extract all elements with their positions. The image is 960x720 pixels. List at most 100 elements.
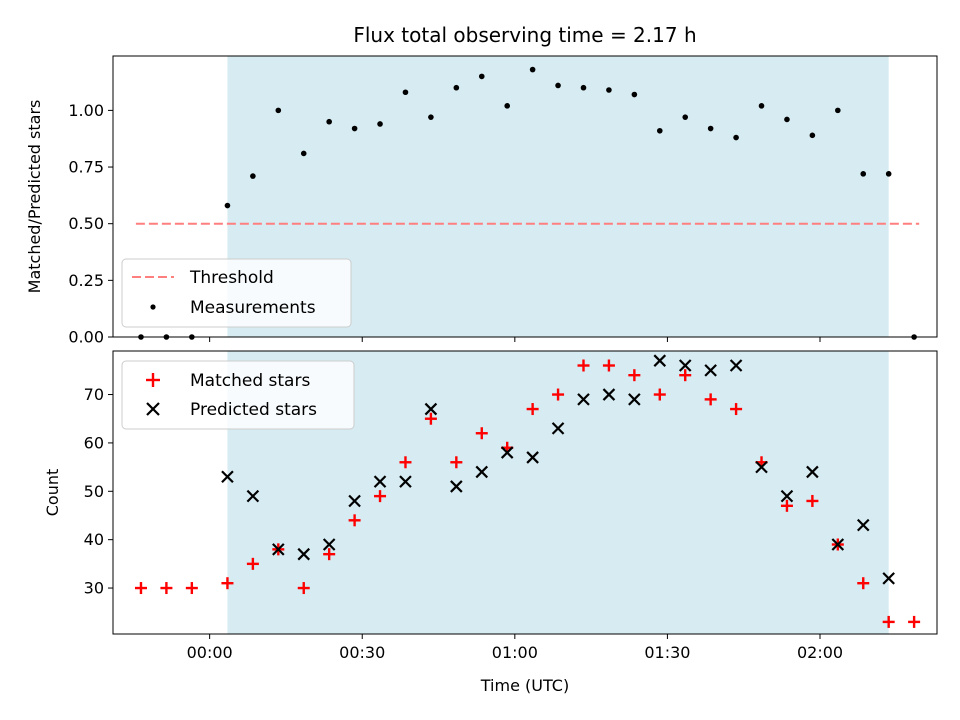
bottom-y-axis-label: Count [43, 469, 62, 517]
predicted-star-point [221, 470, 234, 484]
legend-measurements-label: Measurements [190, 298, 316, 318]
top-x-tick-marks [209, 337, 821, 342]
matched-star-point [679, 369, 692, 382]
matched-star-point [653, 388, 666, 401]
top-axes-frame [112, 55, 938, 338]
bottom-x-ticks: 00:00 00:30 01:00 01:30 02:00 [187, 634, 843, 662]
measurement-point [682, 114, 689, 120]
measurement-point [580, 84, 587, 91]
legend-predicted-swatch [146, 402, 160, 416]
measurement-point [835, 107, 841, 114]
matched-star-point [160, 582, 173, 595]
predicted-star-point [500, 446, 514, 459]
top-y-tick-label: 0.50 [68, 214, 104, 233]
matched-star-point [185, 582, 198, 595]
measurement-point [250, 173, 256, 179]
bottom-legend: Matched stars Predicted stars [121, 360, 355, 430]
measurement-point [733, 134, 739, 141]
matched-star-point [348, 514, 361, 527]
bottom-y-tick-label: 60 [84, 433, 104, 452]
predicted-star-point [678, 359, 692, 372]
measurement-point [555, 82, 561, 89]
predicted-star-point [399, 475, 412, 488]
legend-matched-label: Matched stars [190, 371, 310, 391]
legend-matched-swatch [146, 373, 160, 387]
measurement-point [504, 103, 510, 109]
top-y-tick-label: 0.25 [68, 271, 104, 290]
predicted-star-point [856, 518, 870, 532]
measurement-point [377, 121, 383, 127]
matched-star-point [424, 412, 437, 425]
matched-star-point [857, 577, 870, 590]
measurement-point [758, 103, 765, 109]
predicted-star-point [806, 465, 819, 479]
matched-star-point [552, 388, 565, 401]
matched-star-point [399, 456, 412, 469]
predicted-star-point [704, 364, 717, 377]
bottom-y-tick-label: 50 [84, 482, 104, 501]
legend-threshold-label: Threshold [189, 268, 274, 288]
matched-star-point [628, 369, 641, 382]
matched-star-point [246, 557, 259, 570]
chart-title: Flux total observing time = 2.17 h [353, 23, 696, 47]
predicted-star-point [882, 572, 895, 585]
matched-star-point [323, 548, 336, 561]
predicted-star-point [780, 489, 794, 503]
measurement-point [300, 150, 307, 157]
predicted-star-point [322, 538, 336, 551]
measurement-point [402, 89, 409, 96]
predicted-star-point [450, 480, 463, 493]
measurement-point [784, 116, 790, 123]
top-legend-box [121, 258, 352, 328]
top-y-axis-label: Matched/Predicted stars [25, 100, 44, 294]
measurement-point [224, 202, 231, 209]
x-tick-label: 00:00 [187, 643, 233, 662]
measurement-point [860, 171, 867, 177]
top-legend: Threshold Measurements [121, 258, 352, 328]
predicted-star-point [628, 393, 641, 406]
bottom-panel: 30 40 50 60 70 00:00 00:30 01:00 01:30 02:00 Cou… [43, 350, 938, 695]
top-panel: 0.00 0.25 0.50 0.75 1.00 Flux total observin… [25, 23, 938, 347]
measurement-points [138, 66, 917, 340]
x-tick-label: 01:30 [644, 643, 690, 662]
x-tick-label: 01:00 [492, 643, 538, 662]
predicted-star-point [831, 538, 845, 551]
predicted-star-point [475, 465, 489, 479]
x-axis-label: Time (UTC) [480, 676, 569, 695]
matched-star-point [882, 615, 895, 628]
matched-star-point [134, 582, 147, 595]
measurement-point [809, 132, 816, 139]
predicted-star-point [577, 393, 590, 406]
predicted-star-point [373, 475, 387, 488]
matched-star-point [221, 577, 234, 590]
predicted-star-point [424, 402, 438, 416]
bottom-y-tick-label: 70 [84, 385, 104, 404]
measurement-point [453, 84, 460, 91]
measurement-point [428, 114, 434, 120]
predicted-star-point [755, 460, 768, 474]
matched-star-point [806, 494, 819, 507]
predicted-star-point [348, 494, 361, 508]
measurement-point [478, 73, 485, 80]
predicted-star-point [551, 422, 565, 435]
legend-measurements-swatch [150, 304, 156, 310]
predicted-star-point [272, 543, 285, 556]
matched-star-point [730, 403, 743, 416]
top-y-tick-label: 0.75 [68, 158, 104, 177]
measurement-point [631, 91, 638, 98]
matched-stars-points [134, 359, 921, 628]
matched-star-point [908, 615, 921, 628]
predicted-star-point [729, 359, 743, 372]
predicted-star-point [602, 388, 616, 401]
measurement-point [656, 127, 663, 134]
measurement-point [275, 107, 282, 114]
bottom-y-ticks: 30 40 50 60 70 [84, 385, 113, 598]
measurement-point [885, 171, 892, 177]
x-tick-label: 02:00 [797, 643, 843, 662]
matched-star-point [526, 403, 539, 416]
legend-predicted-label: Predicted stars [190, 400, 317, 420]
x-tick-label: 00:30 [339, 643, 385, 662]
matched-star-point [602, 359, 615, 372]
predicted-star-point [297, 547, 311, 561]
